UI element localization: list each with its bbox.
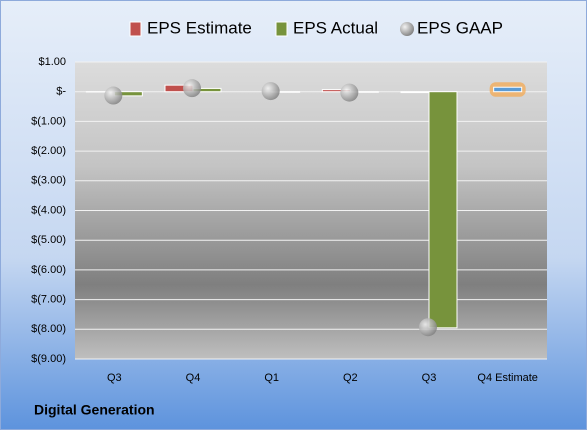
legend-label: EPS Estimate [147,18,252,37]
y-tick-label: $(5.00) [31,234,66,246]
y-tick-label: $(4.00) [31,204,66,216]
legend-marker [400,22,414,36]
bubble [104,86,123,105]
legend: EPS Estimate EPS Actual EPS GAAP [129,18,503,37]
y-tick-label: $- [56,86,66,98]
bar [493,86,523,93]
legend-label: EPS Actual [293,18,378,37]
bubble [340,83,359,102]
y-tick-label: $(9.00) [31,353,66,365]
x-tick-label: Q4 [186,372,201,384]
legend-label: EPS GAAP [417,18,503,37]
y-tick-label: $(2.00) [31,145,66,157]
y-tick-label: $1.00 [38,56,66,68]
y-tick-label: $(8.00) [31,323,66,335]
y-tick-label: $(3.00) [31,175,66,187]
bar [400,91,430,94]
x-tick-label: Q1 [264,372,279,384]
bubble [183,79,201,98]
bubble [419,318,437,337]
x-tick-label: Q3 [422,372,437,384]
bar [428,91,458,329]
legend-marker [129,21,142,37]
caption: Digital Generation [34,402,155,418]
x-tick-label: Q3 [107,372,122,384]
legend-marker [275,21,288,37]
y-tick-label: $(7.00) [31,294,66,306]
y-tick-label: $(1.00) [31,115,66,127]
x-tick-label: Q2 [343,372,358,384]
y-tick-label: $(6.00) [31,264,66,276]
bubble [261,82,280,101]
x-tick-label: Q4 Estimate [477,372,538,384]
